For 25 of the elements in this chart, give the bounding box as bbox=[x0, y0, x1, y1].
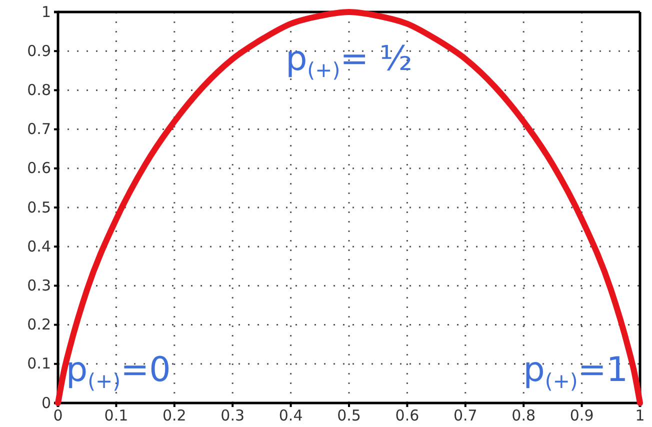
y-tick-label: 0.1 bbox=[27, 354, 51, 373]
x-tick-label: 0.2 bbox=[162, 406, 186, 425]
x-tick-label: 0 bbox=[53, 406, 63, 425]
annotation: p$_{(+)}$=1 bbox=[523, 350, 628, 393]
y-tick-label: 0.6 bbox=[27, 159, 51, 178]
x-tick-label: 0.3 bbox=[220, 406, 245, 425]
x-tick-label: 0.1 bbox=[104, 406, 128, 425]
annotation: p$_{(+)}$= ½ bbox=[286, 39, 412, 82]
x-tick-label: 1 bbox=[635, 406, 645, 425]
y-tick-label: 0.5 bbox=[27, 198, 51, 216]
x-tick-label: 0.7 bbox=[453, 406, 478, 425]
y-tick-label: 0.9 bbox=[27, 42, 51, 60]
y-tick-label: 0.3 bbox=[27, 276, 51, 294]
y-tick-label: 0.2 bbox=[27, 316, 51, 334]
x-tick-label: 0.8 bbox=[512, 406, 536, 425]
y-tick-label: 1 bbox=[41, 2, 51, 21]
y-tick-label: 0.7 bbox=[27, 120, 51, 138]
x-tick-label: 0.4 bbox=[278, 406, 303, 425]
annotation: p$_{(+)}$=0 bbox=[66, 350, 171, 393]
x-tick-label: 0.9 bbox=[570, 406, 594, 425]
x-tick-label: 0.6 bbox=[395, 406, 420, 425]
y-tick-label: 0.4 bbox=[27, 237, 51, 256]
y-tick-label: 0 bbox=[41, 394, 51, 412]
y-tick-label: 0.8 bbox=[27, 81, 51, 99]
x-tick-label: 0.5 bbox=[337, 406, 361, 425]
